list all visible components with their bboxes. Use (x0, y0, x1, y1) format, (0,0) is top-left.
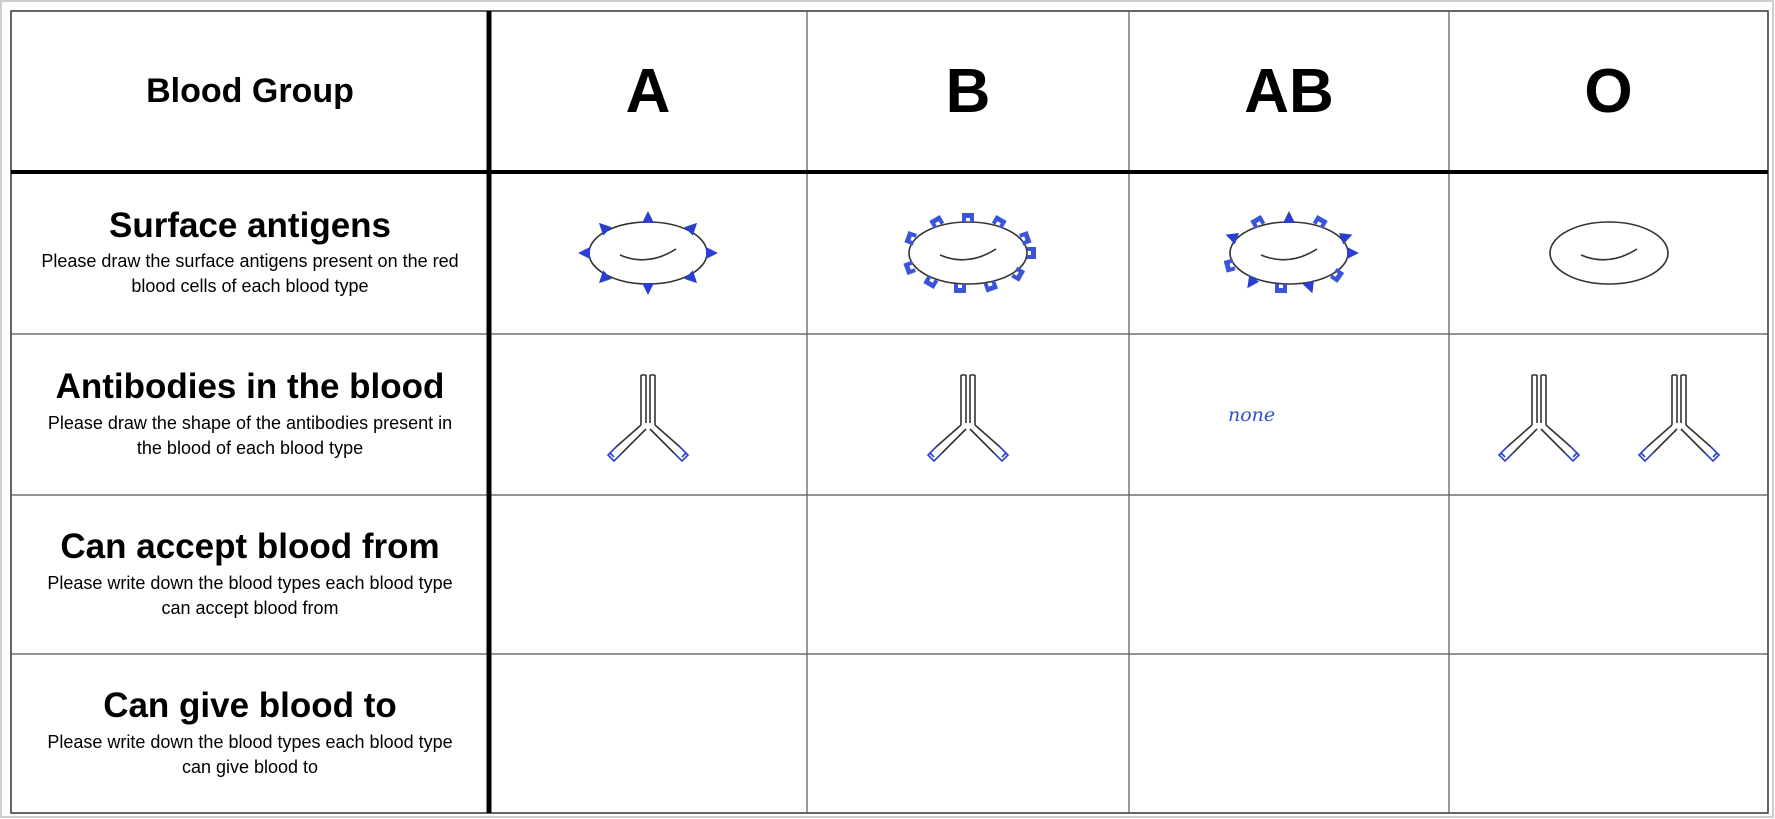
row-instruction: Please draw the shape of the antibodies … (47, 412, 453, 458)
row-title: Antibodies in the blood (55, 367, 445, 407)
row-header: Can accept blood from Please write down … (11, 495, 489, 654)
group-label: B (945, 57, 991, 126)
header-label: Blood Group (146, 72, 354, 110)
antibody-o-1 (1498, 374, 1580, 462)
row-instruction: Please draw the surface antigens present… (41, 251, 459, 297)
antibody-o-2 (1638, 374, 1720, 462)
row-header: Surface antigens Please draw the surface… (11, 172, 489, 334)
cell-ab (1223, 211, 1359, 296)
group-label: O (1584, 57, 1633, 126)
row-instruction: Please write down the blood types each b… (47, 731, 453, 777)
antibody-a (607, 374, 689, 462)
row-title: Can accept blood from (60, 527, 440, 567)
antibody-b (927, 374, 1009, 462)
row-instruction: Please write down the blood types each b… (47, 572, 453, 618)
grid-lines (11, 11, 1768, 813)
row-title: Surface antigens (108, 205, 392, 245)
table-border (10, 10, 1769, 814)
row-header: Antibodies in the blood Please draw the … (11, 334, 489, 495)
group-label: A (625, 57, 671, 126)
cell-o (1549, 221, 1669, 285)
row-title: Can give blood to (103, 686, 397, 726)
handwritten-answer: none (1228, 404, 1276, 426)
cell-b (903, 213, 1036, 293)
group-label: AB (1244, 57, 1334, 126)
cell-a (578, 211, 718, 295)
row-header: Can give blood to Please write down the … (11, 654, 489, 813)
